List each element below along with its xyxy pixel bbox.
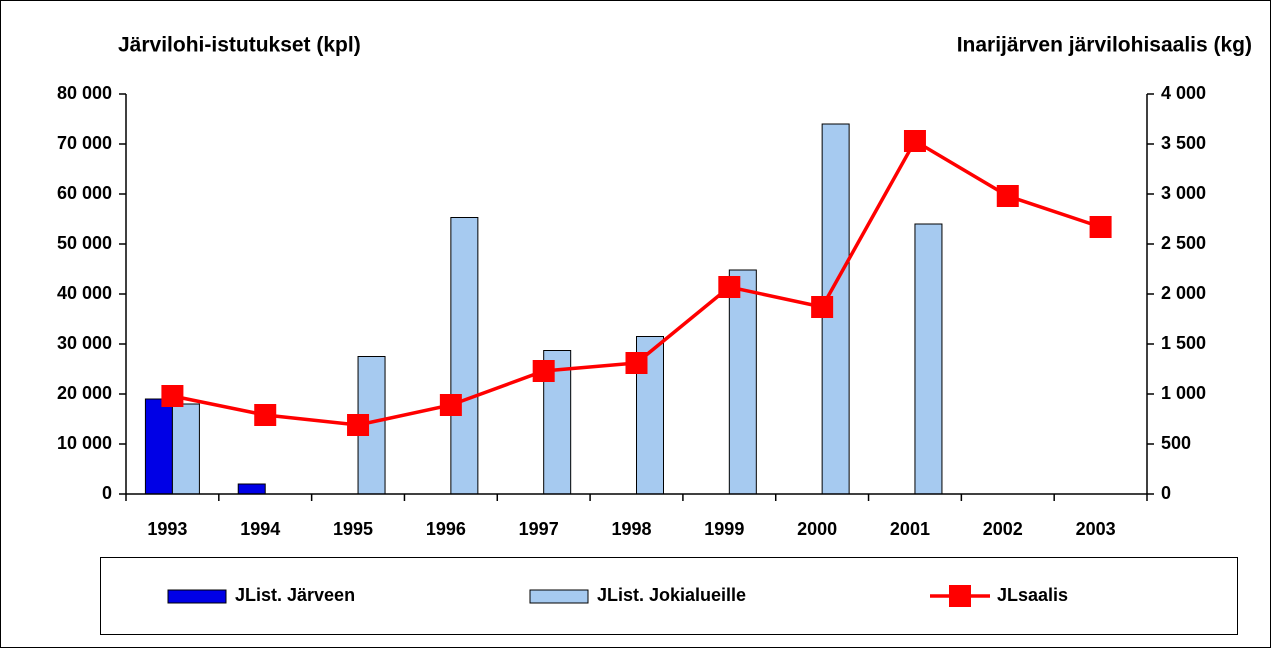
x-tick-label: 1997 [519,519,559,539]
line-marker [996,185,1019,207]
legend-swatch [529,589,589,604]
y2-tick-label: 500 [1161,433,1191,453]
y-tick-label: 10 000 [57,433,112,453]
line-marker [811,296,834,318]
y-tick-label: 20 000 [57,383,112,403]
line-marker [625,352,648,374]
bar [171,403,200,495]
bar [914,223,943,495]
y2-tick-label: 0 [1161,483,1171,503]
y2-axis-title: Inarijärven järvilohisaalis (kg) [957,34,1252,57]
y-tick-label: 70 000 [57,133,112,153]
y2-tick-label: 2 500 [1161,233,1206,253]
x-tick-label: 2001 [890,519,930,539]
x-tick-label: 1993 [147,519,187,539]
legend-marker [949,585,971,607]
x-tick-label: 1999 [704,519,744,539]
line-marker [161,385,184,407]
legend-swatch [167,589,227,604]
x-tick-label: 1995 [333,519,373,539]
x-tick-label: 1996 [426,519,466,539]
line-marker [532,360,555,382]
y-tick-label: 80 000 [57,83,112,103]
x-tick-label: 1998 [611,519,651,539]
y-tick-label: 50 000 [57,233,112,253]
line-marker [254,404,277,426]
x-tick-label: 2002 [983,519,1023,539]
line-marker [1089,216,1112,238]
bar [728,269,757,495]
y2-tick-label: 1 000 [1161,383,1206,403]
line-marker [347,414,370,436]
bar [450,217,479,495]
y-axis-title: Järvilohi-istutukset (kpl) [118,34,361,57]
y2-tick-label: 4 000 [1161,83,1206,103]
y-tick-label: 0 [102,483,112,503]
y2-tick-label: 3 500 [1161,133,1206,153]
y-tick-label: 60 000 [57,183,112,203]
y2-tick-label: 3 000 [1161,183,1206,203]
bar [237,483,266,495]
y2-tick-label: 2 000 [1161,283,1206,303]
bar [144,398,173,495]
line-marker [903,130,926,152]
legend-label: JLsaalis [997,585,1068,605]
legend-box [100,557,1238,635]
x-tick-label: 2000 [797,519,837,539]
x-tick-label: 2003 [1076,519,1116,539]
legend-label: JList. Järveen [235,585,355,605]
legend-label: JList. Jokialueille [597,585,746,605]
y-tick-label: 40 000 [57,283,112,303]
line-marker [439,394,462,416]
y-tick-label: 30 000 [57,333,112,353]
line-marker [718,276,741,298]
y2-tick-label: 1 500 [1161,333,1206,353]
x-tick-label: 1994 [240,519,280,539]
